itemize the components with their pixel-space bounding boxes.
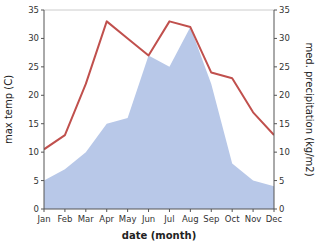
x-tick bbox=[169, 209, 170, 212]
y-tick bbox=[41, 123, 44, 124]
y2-tick-label: 30 bbox=[279, 33, 290, 43]
x-tick bbox=[190, 209, 191, 212]
y-tick-label: 30 bbox=[28, 33, 39, 43]
y-tick-label: 25 bbox=[28, 62, 39, 72]
x-tick-label: Aug bbox=[182, 214, 199, 224]
precipitation-area bbox=[44, 27, 274, 209]
y2-axis bbox=[274, 10, 275, 209]
x-tick-label: Dec bbox=[266, 214, 283, 224]
x-tick bbox=[106, 209, 107, 212]
x-tick-label: May bbox=[119, 214, 137, 224]
y2-tick-label: 25 bbox=[279, 62, 290, 72]
x-tick bbox=[127, 209, 128, 212]
x-tick-label: Oct bbox=[225, 214, 240, 224]
x-axis bbox=[44, 209, 274, 210]
y-tick-label: 5 bbox=[34, 176, 39, 186]
x-tick-label: Jan bbox=[36, 214, 50, 224]
y-tick bbox=[41, 66, 44, 67]
y2-tick-label: 0 bbox=[279, 204, 284, 214]
y2-axis-label: med. precipitation (kg/m2) bbox=[304, 42, 315, 176]
y-tick bbox=[41, 209, 44, 210]
y2-tick-label: 15 bbox=[279, 119, 290, 129]
y2-tick bbox=[274, 10, 277, 11]
x-tick bbox=[85, 209, 86, 212]
temperature-line bbox=[44, 21, 274, 149]
x-tick bbox=[232, 209, 233, 212]
top-line bbox=[44, 10, 274, 11]
x-axis-label: date (month) bbox=[122, 230, 196, 241]
y2-tick bbox=[274, 152, 277, 153]
x-tick-label: Jun bbox=[141, 214, 155, 224]
x-tick bbox=[64, 209, 65, 212]
x-tick-label: Nov bbox=[245, 214, 262, 224]
y2-tick bbox=[274, 209, 277, 210]
y2-tick bbox=[274, 95, 277, 96]
y-tick bbox=[41, 152, 44, 153]
y2-tick-label: 5 bbox=[279, 176, 284, 186]
y2-tick-label: 20 bbox=[279, 90, 290, 100]
y-tick-label: 0 bbox=[34, 204, 39, 214]
y-tick bbox=[41, 10, 44, 11]
x-tick-label: Jul bbox=[163, 214, 174, 224]
x-tick-label: Feb bbox=[57, 214, 72, 224]
y-tick-label: 20 bbox=[28, 90, 39, 100]
x-tick bbox=[211, 209, 212, 212]
y2-tick bbox=[274, 180, 277, 181]
y-tick bbox=[41, 95, 44, 96]
y2-tick bbox=[274, 38, 277, 39]
y-tick-label: 35 bbox=[28, 5, 39, 15]
y2-tick-label: 10 bbox=[279, 147, 290, 157]
y-tick bbox=[41, 38, 44, 39]
y-tick bbox=[41, 180, 44, 181]
y2-tick bbox=[274, 66, 277, 67]
y-axis bbox=[44, 10, 45, 209]
y2-tick bbox=[274, 123, 277, 124]
y-axis-label: max temp (C) bbox=[3, 75, 14, 144]
y2-tick-label: 35 bbox=[279, 5, 290, 15]
y-tick-label: 15 bbox=[28, 119, 39, 129]
x-tick bbox=[148, 209, 149, 212]
x-tick-label: Apr bbox=[99, 214, 114, 224]
y-tick-label: 10 bbox=[28, 147, 39, 157]
x-tick bbox=[253, 209, 254, 212]
plot-area bbox=[44, 21, 274, 209]
x-tick-label: Sep bbox=[203, 214, 219, 224]
x-tick-label: Mar bbox=[78, 214, 95, 224]
chart: JanFebMarAprMayJunJulAugSepOctNovDec0510… bbox=[0, 0, 318, 247]
